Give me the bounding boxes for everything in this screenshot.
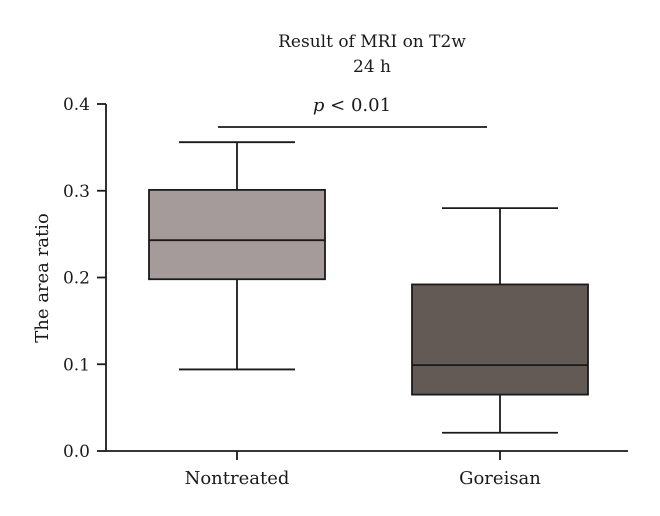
iqr-box [411, 283, 589, 396]
y-axis: 0.0 0.1 0.2 0.3 0.4 [63, 95, 107, 462]
p-symbol: p [313, 95, 325, 116]
iqr-box [148, 188, 326, 281]
box-nontreated [148, 141, 326, 371]
y-tick-label: 0.4 [63, 95, 90, 115]
y-axis-label: The area ratio [32, 213, 53, 343]
y-tick-label: 0.2 [63, 269, 90, 289]
chart-title-line2: 24 h [353, 57, 391, 77]
y-tick-label: 0.3 [63, 182, 90, 202]
y-tick-label: 0.0 [63, 442, 90, 462]
p-value-text: < 0.01 [324, 95, 391, 116]
significance-label: p < 0.01 [313, 95, 391, 116]
x-axis: Nontreated Goreisan [106, 450, 628, 489]
box-goreisan [411, 207, 589, 434]
boxes-group [148, 141, 589, 434]
significance-annotation: p < 0.01 [218, 95, 487, 128]
x-tick-label: Nontreated [185, 468, 290, 489]
chart-title-line1: Result of MRI on T2w [278, 32, 466, 52]
x-tick-label: Goreisan [459, 468, 541, 489]
y-tick-label: 0.1 [63, 355, 90, 375]
